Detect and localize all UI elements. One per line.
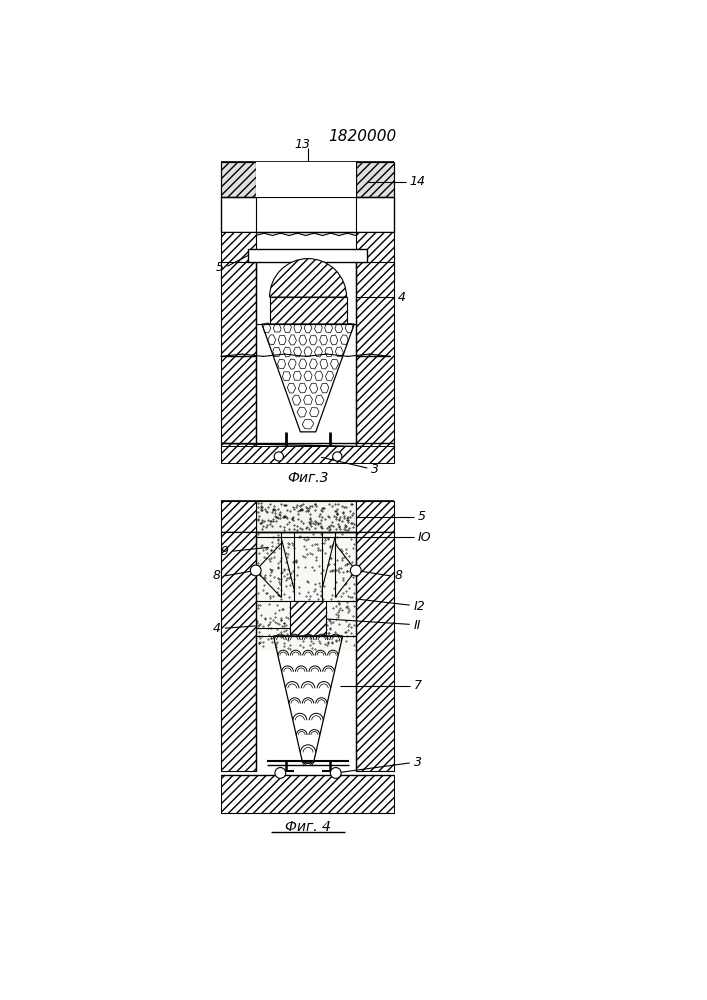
Bar (356, 532, 395, 771)
Polygon shape (302, 419, 314, 429)
Polygon shape (310, 408, 319, 417)
Text: 5: 5 (417, 510, 426, 523)
Text: 4: 4 (398, 291, 406, 304)
Text: 1820000: 1820000 (328, 129, 396, 144)
Polygon shape (304, 323, 312, 333)
Text: Фиг.3: Фиг.3 (287, 471, 329, 485)
Text: 8: 8 (395, 569, 402, 582)
Polygon shape (304, 371, 312, 381)
Polygon shape (315, 347, 322, 357)
Polygon shape (315, 371, 323, 380)
Polygon shape (325, 347, 333, 357)
Polygon shape (304, 347, 312, 357)
Polygon shape (288, 359, 296, 369)
Bar (221, 501, 256, 532)
Bar (356, 162, 395, 197)
Circle shape (250, 565, 261, 576)
Text: 8: 8 (213, 569, 221, 582)
Bar (256, 501, 356, 532)
Polygon shape (304, 395, 312, 404)
Polygon shape (278, 359, 286, 369)
Polygon shape (325, 323, 332, 333)
Bar (221, 162, 256, 197)
Polygon shape (288, 335, 296, 345)
Text: IO: IO (417, 531, 431, 544)
Bar (221, 262, 256, 451)
Bar (256, 197, 356, 232)
Bar (248, 249, 368, 262)
Bar (291, 601, 326, 636)
Bar (356, 501, 395, 532)
Text: 3: 3 (371, 463, 379, 476)
Polygon shape (310, 383, 317, 393)
Polygon shape (335, 323, 343, 333)
Polygon shape (335, 347, 344, 357)
Polygon shape (345, 324, 353, 333)
Polygon shape (315, 395, 324, 405)
Bar (221, 162, 256, 197)
Text: 7: 7 (414, 679, 421, 692)
Polygon shape (340, 335, 349, 344)
Polygon shape (292, 395, 301, 405)
Polygon shape (320, 383, 329, 393)
Polygon shape (284, 323, 291, 333)
Polygon shape (330, 335, 338, 345)
Polygon shape (325, 371, 334, 381)
Polygon shape (282, 372, 291, 381)
Bar (269, 297, 346, 324)
Polygon shape (284, 347, 291, 357)
Polygon shape (279, 336, 286, 345)
Bar (356, 262, 395, 451)
Polygon shape (315, 323, 322, 333)
Bar (256, 532, 356, 651)
Polygon shape (320, 359, 328, 369)
Circle shape (330, 768, 341, 778)
Polygon shape (299, 359, 307, 369)
Wedge shape (269, 259, 346, 297)
Circle shape (351, 565, 361, 576)
Text: 3: 3 (414, 756, 421, 769)
Bar (356, 232, 395, 282)
Polygon shape (273, 347, 281, 357)
Bar (256, 162, 356, 197)
Polygon shape (330, 360, 339, 369)
Polygon shape (298, 383, 307, 393)
Polygon shape (299, 335, 307, 345)
Bar (221, 774, 395, 813)
Polygon shape (268, 335, 276, 345)
Polygon shape (320, 335, 327, 345)
Polygon shape (293, 371, 301, 380)
Circle shape (274, 452, 284, 461)
Polygon shape (293, 347, 302, 357)
Polygon shape (294, 323, 302, 333)
Polygon shape (287, 383, 296, 393)
Text: Фиг. 4: Фиг. 4 (285, 820, 331, 834)
Polygon shape (274, 323, 281, 332)
Text: I2: I2 (414, 600, 426, 613)
Polygon shape (297, 407, 307, 417)
Circle shape (275, 768, 286, 778)
Polygon shape (310, 359, 317, 369)
Text: 13: 13 (294, 138, 310, 151)
Text: II: II (414, 619, 421, 632)
Circle shape (333, 452, 342, 461)
Text: 14: 14 (409, 175, 426, 188)
Text: 9: 9 (221, 545, 229, 558)
Polygon shape (263, 323, 271, 333)
Text: 4: 4 (213, 622, 221, 635)
Bar (221, 532, 256, 771)
Bar (356, 162, 395, 197)
Text: 5: 5 (216, 261, 223, 274)
Polygon shape (309, 336, 317, 345)
Bar (221, 446, 395, 463)
Bar (221, 232, 256, 282)
